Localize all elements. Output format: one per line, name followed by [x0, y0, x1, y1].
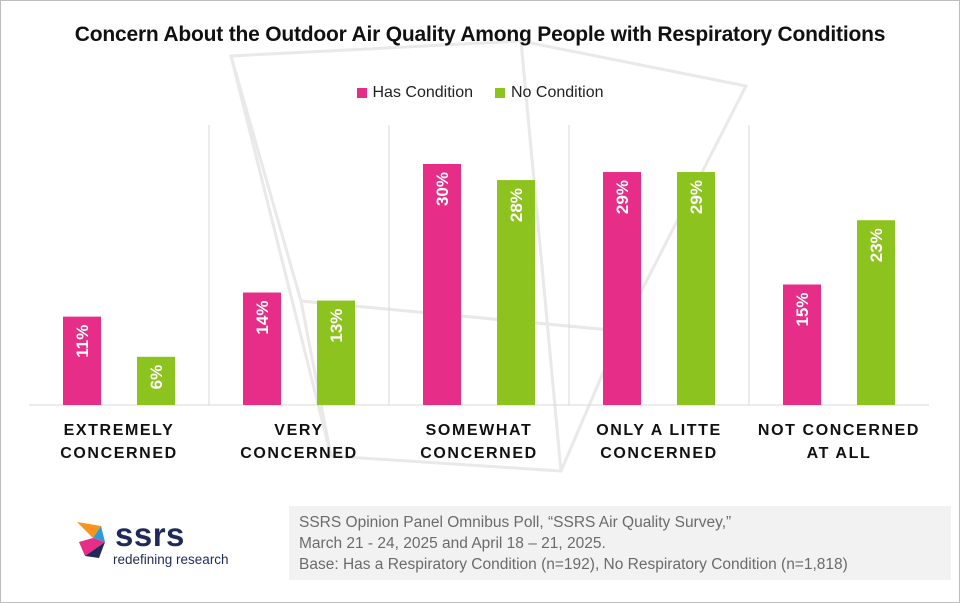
source-line: Base: Has a Respiratory Condition (n=192… [299, 556, 848, 573]
bar-data-label: 13% [327, 309, 346, 343]
bar-has-condition [243, 292, 281, 405]
category-label: CONCERNED [240, 445, 358, 462]
bar-has-condition [423, 164, 461, 405]
category-label: VERY [274, 422, 323, 439]
legend-item-has-condition: Has Condition [356, 84, 474, 102]
category-label: CONCERNED [600, 445, 718, 462]
bar-no-condition [857, 220, 895, 405]
category-label: SOMEWHAT [426, 422, 533, 439]
bar-no-condition [137, 356, 175, 405]
bar-has-condition [63, 316, 101, 405]
chart-title: Concern About the Outdoor Air Quality Am… [74, 23, 886, 46]
legend-item-no-condition: No Condition [495, 84, 604, 102]
category-label: CONCERNED [420, 445, 538, 462]
bar-has-condition [783, 284, 821, 405]
bar-data-label: 29% [613, 180, 632, 214]
bar-data-label: 28% [507, 188, 526, 222]
legend-swatch-has-condition [356, 88, 367, 98]
legend: Has Condition No Condition [1, 84, 959, 102]
ssrs-logo: ssrs redefining research [75, 516, 245, 576]
bar-data-label: 29% [687, 180, 706, 214]
bar-data-label: 11% [73, 325, 92, 358]
ssrs-logo-tagline: redefining research [113, 552, 229, 567]
category-label: EXTREMELY [64, 422, 175, 439]
bar-data-label: 6% [147, 365, 166, 390]
category-label: NOT CONCERNED [758, 422, 920, 439]
bar-has-condition [603, 172, 641, 405]
category-label: CONCERNED [60, 445, 178, 462]
source-line: SSRS Opinion Panel Omnibus Poll, “SSRS A… [299, 514, 732, 531]
bar-data-label: 23% [867, 228, 886, 262]
legend-label-has-condition: Has Condition [372, 84, 474, 101]
ssrs-logo-mark-icon [77, 522, 105, 558]
bar-no-condition [677, 172, 715, 405]
source-line: March 21 - 24, 2025 and April 18 – 21, 2… [299, 535, 606, 552]
legend-label-no-condition: No Condition [511, 84, 604, 101]
ssrs-logo-wordmark: ssrs [115, 516, 185, 553]
category-label: AT ALL [807, 445, 872, 462]
bar-no-condition [317, 300, 355, 405]
bar-data-label: 30% [433, 172, 452, 206]
bar-data-label: 15% [793, 293, 812, 327]
category-label: ONLY A LITTE [596, 422, 722, 439]
legend-swatch-no-condition [495, 88, 505, 98]
bar-data-label: 14% [253, 301, 272, 335]
bar-no-condition [497, 180, 535, 405]
source-note: SSRS Opinion Panel Omnibus Poll, “SSRS A… [289, 506, 951, 580]
